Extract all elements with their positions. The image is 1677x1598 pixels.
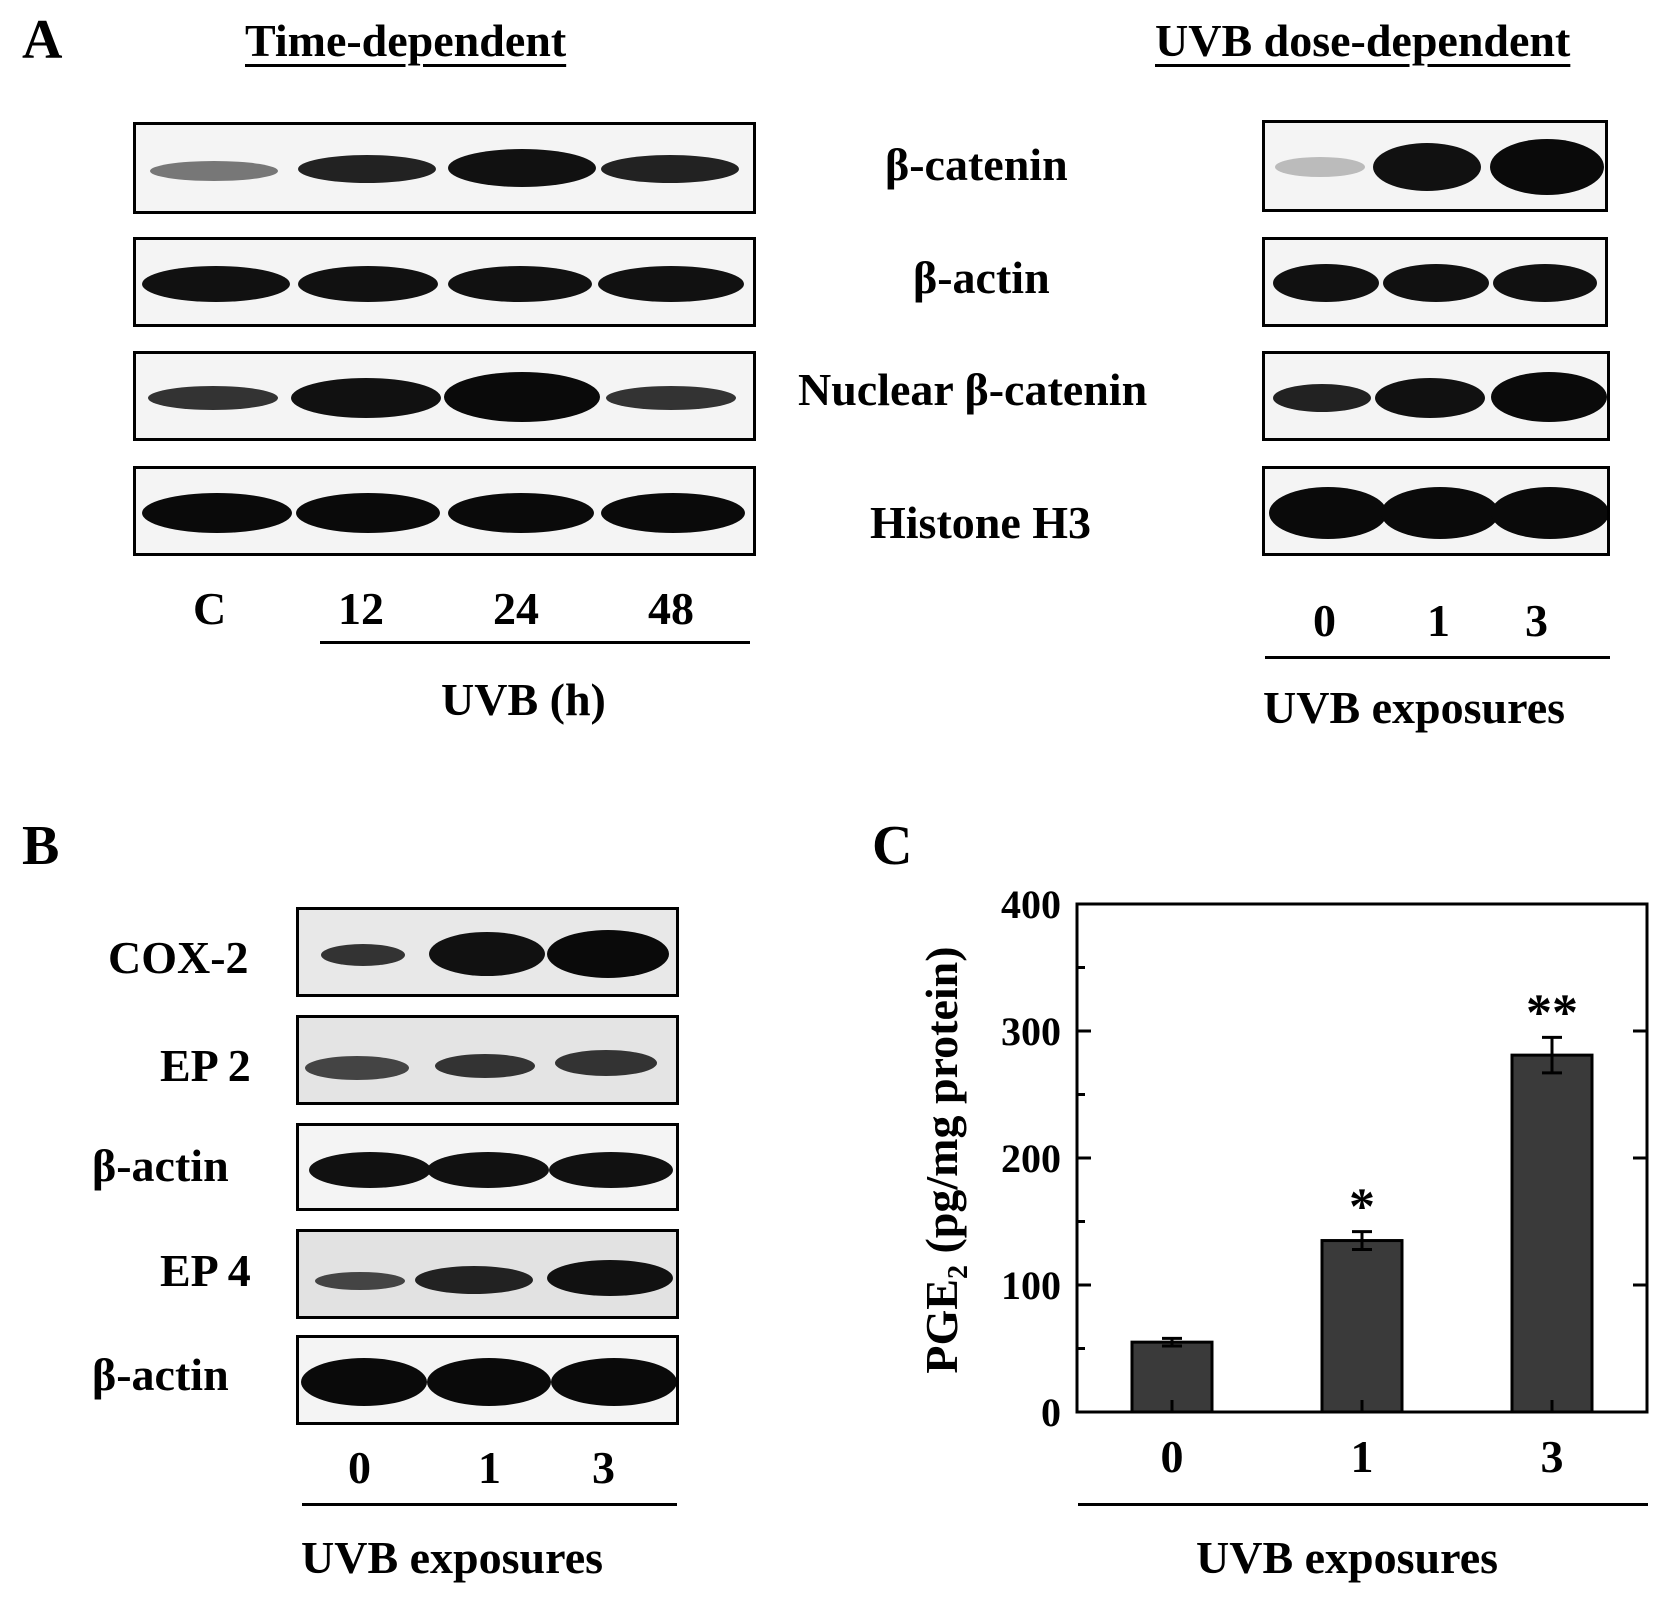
y-tick-label: 300	[1001, 1009, 1061, 1054]
significance-marker: *	[1349, 1179, 1375, 1236]
c-ylabel-rest: (pg/mg protein)	[916, 946, 967, 1265]
y-tick-label: 100	[1001, 1263, 1061, 1308]
c-ylabel-sub: 2	[943, 1265, 974, 1279]
c-ylabel: PGE2 (pg/mg protein)	[919, 946, 973, 1373]
bar	[1322, 1241, 1402, 1412]
x-tick-label: 3	[1541, 1431, 1564, 1482]
significance-marker: **	[1526, 984, 1578, 1041]
x-tick-label: 0	[1161, 1431, 1184, 1482]
c-uvb-bracket	[1078, 1503, 1648, 1506]
c-axis-label: UVB exposures	[1196, 1535, 1498, 1581]
c-ylabel-main: PGE	[916, 1279, 967, 1374]
y-tick-label: 400	[1001, 882, 1061, 927]
bars: ***	[1132, 984, 1592, 1412]
x-tick-label: 1	[1351, 1431, 1374, 1482]
y-tick-label: 200	[1001, 1136, 1061, 1181]
y-tick-label: 0	[1041, 1390, 1061, 1435]
bar	[1512, 1055, 1592, 1412]
